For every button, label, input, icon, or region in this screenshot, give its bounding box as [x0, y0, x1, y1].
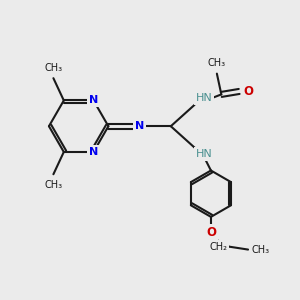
Text: CH₃: CH₃ — [44, 63, 62, 73]
Text: N: N — [89, 147, 98, 157]
Text: CH₃: CH₃ — [208, 58, 226, 68]
Text: CH₃: CH₃ — [44, 180, 62, 190]
Text: N: N — [135, 121, 144, 131]
Text: N: N — [89, 95, 98, 106]
Text: HN: HN — [196, 93, 213, 103]
Text: O: O — [244, 85, 254, 98]
Text: O: O — [206, 226, 216, 239]
Text: HN: HN — [196, 149, 213, 159]
Text: CH₃: CH₃ — [251, 244, 269, 255]
Text: CH₂: CH₂ — [209, 242, 227, 252]
